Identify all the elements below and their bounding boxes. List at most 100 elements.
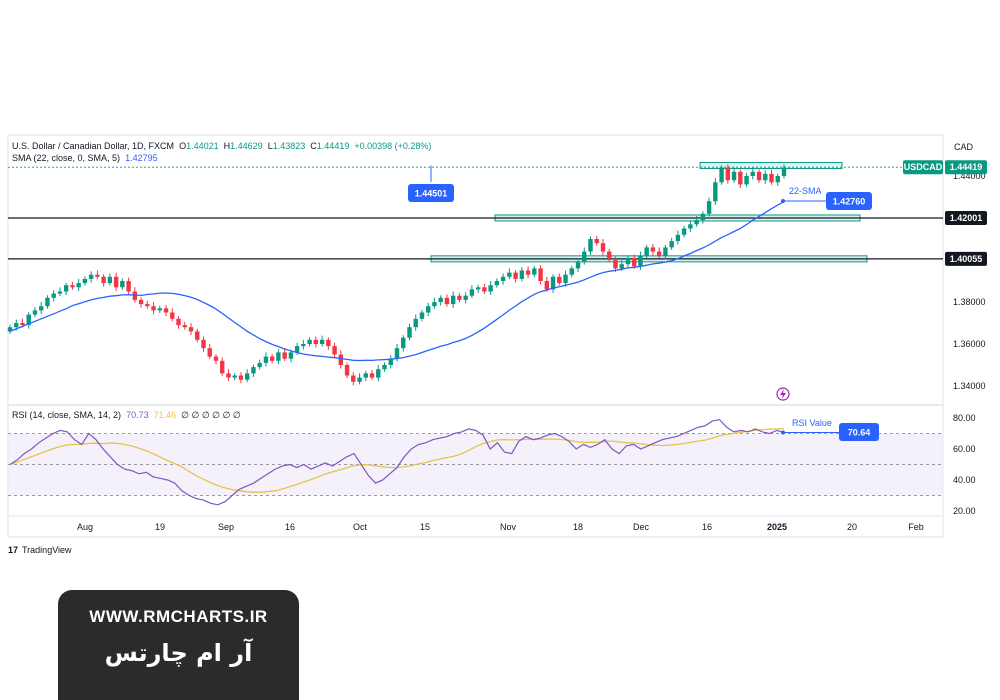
candle-body	[575, 262, 581, 269]
candle-body	[232, 375, 237, 378]
candle-body	[138, 299, 144, 305]
rsi-header: RSI (14, close, SMA, 14, 2) 70.73 71.46 …	[12, 410, 241, 421]
ticker-tag: USDCAD	[904, 162, 943, 172]
candle-body	[70, 285, 75, 288]
candle-body	[650, 247, 656, 252]
candle-body	[369, 373, 375, 378]
candle-body	[625, 257, 631, 265]
candle-body	[376, 369, 381, 378]
candle-body	[344, 365, 350, 376]
candle-body	[494, 281, 500, 286]
candle-body	[413, 318, 418, 328]
time-tick-label: 15	[420, 522, 430, 532]
rsi-tick-label: 60.00	[953, 444, 976, 454]
candle-body	[226, 373, 231, 378]
rsi-extra: ∅ ∅ ∅ ∅ ∅ ∅	[181, 410, 241, 420]
open-label: O	[179, 141, 187, 151]
support-resistance-zone[interactable]	[699, 161, 843, 169]
candle-body	[220, 360, 225, 374]
candle-body	[288, 352, 294, 359]
candle-body	[582, 251, 587, 263]
candle-body	[519, 270, 525, 279]
candle-body	[763, 173, 768, 181]
candle-body	[39, 306, 44, 311]
candle-body	[450, 295, 456, 305]
candle-body	[244, 373, 250, 380]
candle-body	[775, 176, 780, 183]
candle-body	[120, 281, 125, 288]
candle-body	[101, 276, 106, 284]
candle-body	[182, 325, 187, 328]
candle-body	[126, 281, 131, 292]
candle-body	[607, 251, 612, 260]
candle-body	[188, 327, 194, 332]
candle-body	[76, 283, 81, 288]
usdcad-chart[interactable]: 1.44000 1.38000 1.36000 1.34000 80.00 60.00 4…	[0, 0, 1000, 560]
candle-body	[638, 255, 643, 267]
callout-sma-bg	[826, 192, 872, 210]
candle-body	[170, 312, 175, 319]
candle-body	[157, 308, 163, 311]
candle-body	[469, 289, 475, 296]
candle-body	[351, 375, 356, 382]
candle-body	[731, 171, 737, 181]
level-1-tag-bg	[945, 210, 987, 225]
time-tick-label: Feb	[908, 522, 924, 532]
candle-body	[195, 331, 200, 340]
symbol-title: U.S. Dollar / Canadian Dollar, 1D, FXCM	[12, 141, 175, 151]
high-value: 1.44629	[230, 141, 263, 151]
candle-body	[694, 220, 699, 225]
change-value: +0.00398 (+0.28%)	[354, 141, 432, 151]
candle-body	[750, 171, 755, 176]
candle-body	[388, 358, 393, 365]
candle-body	[294, 346, 300, 353]
price-tick-label: 1.38000	[953, 297, 986, 307]
candle-body	[319, 339, 325, 344]
callout-rsi-dot	[781, 430, 785, 435]
time-tick-label: 20	[847, 522, 857, 532]
candle-body	[163, 308, 169, 313]
candle-body	[550, 276, 556, 290]
candle-body	[525, 270, 531, 275]
rsi-band-fill	[8, 433, 943, 496]
brand-name: TradingView	[22, 545, 72, 555]
time-tick-label: 18	[573, 522, 583, 532]
lightning-icon[interactable]	[776, 387, 790, 401]
candle-body	[401, 337, 406, 349]
candle-body	[419, 312, 425, 319]
candle-body	[251, 367, 256, 374]
tradingview-logo-icon: 17	[8, 545, 19, 555]
last-price-tag: 1.44419	[950, 162, 983, 172]
time-tick-label: 2025	[767, 522, 787, 532]
candle-body	[706, 201, 712, 214]
candle-body	[600, 243, 606, 252]
time-tick-label: Dec	[633, 522, 650, 532]
candle-body	[269, 356, 275, 361]
candle-body	[631, 257, 637, 267]
candle-body	[663, 247, 668, 256]
callout-sma-dot	[781, 199, 785, 203]
candle-body	[588, 239, 593, 252]
close-label: C	[310, 141, 317, 151]
level-2-tag-bg	[945, 251, 987, 266]
level-1-tag: 1.42001	[950, 213, 983, 223]
candle-body	[326, 339, 331, 347]
candle-body	[700, 213, 706, 221]
tradingview-brand[interactable]: 17 TradingView	[8, 545, 72, 555]
candle-body	[613, 260, 618, 269]
callout-rsi-name: RSI Value	[792, 418, 832, 428]
candle-body	[276, 352, 281, 361]
rsi-value: 70.73	[126, 410, 149, 420]
candle-body	[688, 224, 693, 229]
time-tick-label: Oct	[353, 522, 368, 532]
time-tick-label: 19	[155, 522, 165, 532]
candle-body	[332, 346, 337, 355]
candle-body	[569, 268, 574, 275]
candle-body	[463, 295, 468, 300]
candle-body	[756, 171, 762, 181]
candle-body	[669, 241, 674, 248]
price-tick-label: 1.34000	[953, 381, 986, 391]
candle-body	[45, 297, 50, 307]
candle-body	[725, 167, 731, 181]
candle-body	[82, 278, 88, 284]
